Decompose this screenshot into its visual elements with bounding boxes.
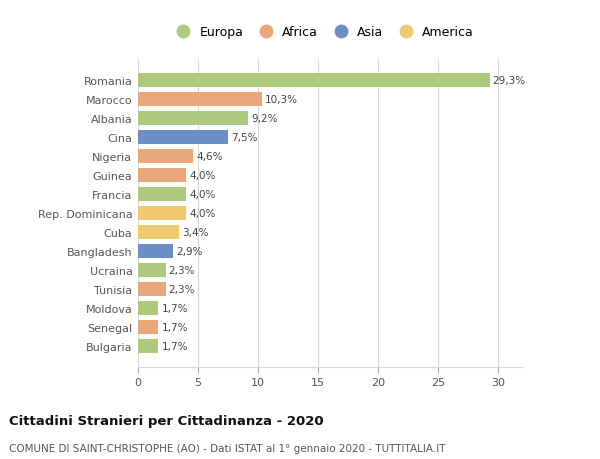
Bar	[138, 168, 186, 183]
Bar	[138, 130, 228, 145]
Bar	[138, 150, 193, 164]
Text: 2,3%: 2,3%	[169, 284, 195, 294]
Bar	[138, 187, 186, 202]
Bar	[138, 244, 173, 258]
Text: 1,7%: 1,7%	[161, 303, 188, 313]
Bar	[138, 112, 248, 126]
Text: 3,4%: 3,4%	[182, 227, 208, 237]
Text: 9,2%: 9,2%	[251, 114, 278, 123]
Text: 10,3%: 10,3%	[265, 95, 298, 105]
Text: 2,3%: 2,3%	[169, 265, 195, 275]
Bar	[138, 73, 490, 88]
Text: 7,5%: 7,5%	[231, 133, 257, 143]
Bar	[138, 225, 179, 240]
Bar	[138, 263, 166, 277]
Text: 1,7%: 1,7%	[161, 341, 188, 351]
Text: 29,3%: 29,3%	[493, 76, 526, 86]
Text: 2,9%: 2,9%	[176, 246, 202, 256]
Bar	[138, 301, 158, 315]
Bar	[138, 282, 166, 297]
Bar	[138, 207, 186, 220]
Text: 1,7%: 1,7%	[161, 322, 188, 332]
Bar	[138, 339, 158, 353]
Text: Cittadini Stranieri per Cittadinanza - 2020: Cittadini Stranieri per Cittadinanza - 2…	[9, 414, 323, 428]
Bar	[138, 93, 262, 107]
Text: COMUNE DI SAINT-CHRISTOPHE (AO) - Dati ISTAT al 1° gennaio 2020 - TUTTITALIA.IT: COMUNE DI SAINT-CHRISTOPHE (AO) - Dati I…	[9, 443, 445, 453]
Text: 4,6%: 4,6%	[196, 151, 223, 162]
Bar	[138, 320, 158, 334]
Text: 4,0%: 4,0%	[189, 171, 215, 180]
Text: 4,0%: 4,0%	[189, 208, 215, 218]
Text: 4,0%: 4,0%	[189, 190, 215, 200]
Legend: Europa, Africa, Asia, America: Europa, Africa, Asia, America	[171, 26, 473, 39]
